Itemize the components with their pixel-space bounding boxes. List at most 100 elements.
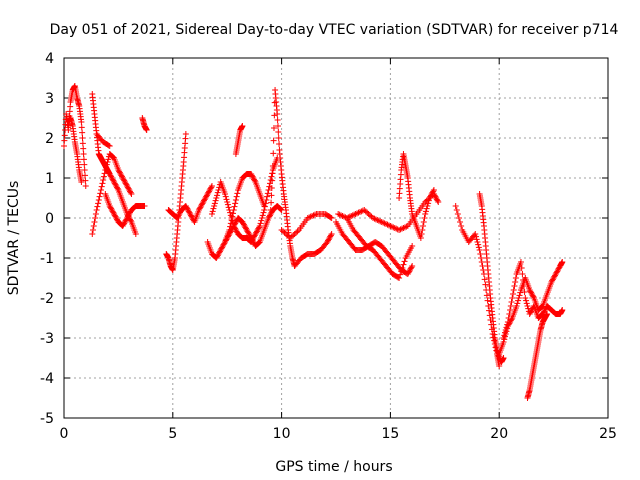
data-point: [121, 219, 128, 225]
data-point: [78, 179, 85, 185]
data-point: [216, 249, 223, 256]
data-point: [351, 211, 358, 218]
data-point: [80, 145, 87, 152]
data-point: [253, 229, 260, 236]
data-point: [122, 217, 129, 224]
data-series: [496, 259, 566, 357]
data-point: [400, 261, 407, 268]
data-point: [247, 233, 254, 240]
data-point: [78, 119, 85, 125]
data-series: [65, 115, 85, 185]
data-point: [432, 193, 439, 200]
y-tick-label: 0: [45, 211, 54, 227]
data-point: [508, 316, 515, 323]
data-point: [240, 220, 247, 227]
data-point: [515, 295, 522, 301]
data-point: [509, 295, 516, 301]
data-point: [385, 222, 392, 229]
grid-lines: [64, 58, 608, 418]
data-point: [95, 197, 102, 203]
data-point: [124, 184, 131, 191]
data-point: [175, 212, 182, 219]
data-point: [208, 184, 215, 191]
data-point: [243, 227, 250, 233]
data-point: [355, 209, 362, 216]
data-point: [103, 164, 110, 171]
data-point: [271, 99, 278, 106]
data-point: [519, 271, 526, 277]
data-point: [477, 251, 484, 257]
data-point: [250, 175, 257, 181]
data-point: [233, 228, 240, 235]
data-point: [544, 311, 551, 317]
data-point: [79, 129, 86, 136]
data-point: [472, 233, 479, 240]
data-series: [291, 231, 335, 269]
axis-ticks: 0 5 10 15 20 25 -5 -4 -3 -2 -1 0 1 2 3 4: [40, 51, 617, 442]
data-point: [182, 131, 189, 137]
data-point: [105, 156, 112, 163]
data-point: [219, 243, 226, 249]
data-point: [105, 142, 112, 149]
data-point: [486, 312, 493, 319]
data-point: [246, 232, 253, 239]
data-point: [268, 199, 275, 206]
data-point: [520, 277, 527, 283]
data-point: [214, 192, 221, 199]
data-point: [328, 231, 335, 237]
data-point: [281, 229, 288, 236]
data-point: [114, 185, 121, 192]
data-point: [475, 241, 482, 248]
data-point: [520, 283, 527, 289]
data-point: [216, 248, 223, 255]
data-point: [348, 213, 355, 219]
data-point: [521, 289, 528, 295]
data-point: [104, 159, 111, 165]
data-point: [141, 203, 148, 209]
data-point: [212, 197, 219, 204]
data-point: [270, 137, 277, 144]
data-point: [404, 271, 411, 277]
data-point: [78, 124, 85, 131]
data-point: [112, 181, 119, 188]
data-point: [513, 303, 520, 309]
data-point: [242, 224, 249, 231]
data-point: [182, 203, 189, 209]
data-point: [263, 197, 270, 203]
data-point: [222, 191, 229, 197]
data-point: [365, 211, 372, 217]
data-point: [433, 196, 440, 203]
data-point: [120, 176, 127, 183]
y-tick-label: 3: [45, 91, 54, 107]
y-tick-label: 4: [45, 51, 54, 67]
data-point: [496, 363, 503, 369]
data-point: [306, 214, 313, 221]
data-point: [277, 205, 284, 212]
data-point: [254, 227, 261, 233]
data-point: [387, 223, 394, 229]
data-point: [256, 223, 263, 229]
data-point: [268, 192, 275, 199]
data-point: [268, 173, 275, 180]
data-point: [218, 245, 225, 252]
data-point: [232, 219, 239, 225]
data-point: [407, 265, 414, 272]
data-point: [103, 161, 110, 168]
data-point: [359, 207, 366, 214]
data-point: [258, 217, 265, 224]
data-point: [507, 307, 514, 313]
data-point: [96, 193, 103, 200]
data-point: [271, 112, 278, 119]
data-point: [390, 224, 397, 231]
data-point: [478, 255, 485, 261]
data-point: [208, 211, 215, 217]
data-point: [226, 231, 233, 237]
data-point: [528, 291, 535, 297]
data-point: [124, 213, 131, 220]
data-point: [200, 199, 207, 205]
data-point: [119, 173, 126, 180]
data-point: [264, 190, 271, 197]
data-point: [378, 219, 385, 225]
data-point: [260, 209, 267, 216]
data-point: [538, 304, 545, 311]
